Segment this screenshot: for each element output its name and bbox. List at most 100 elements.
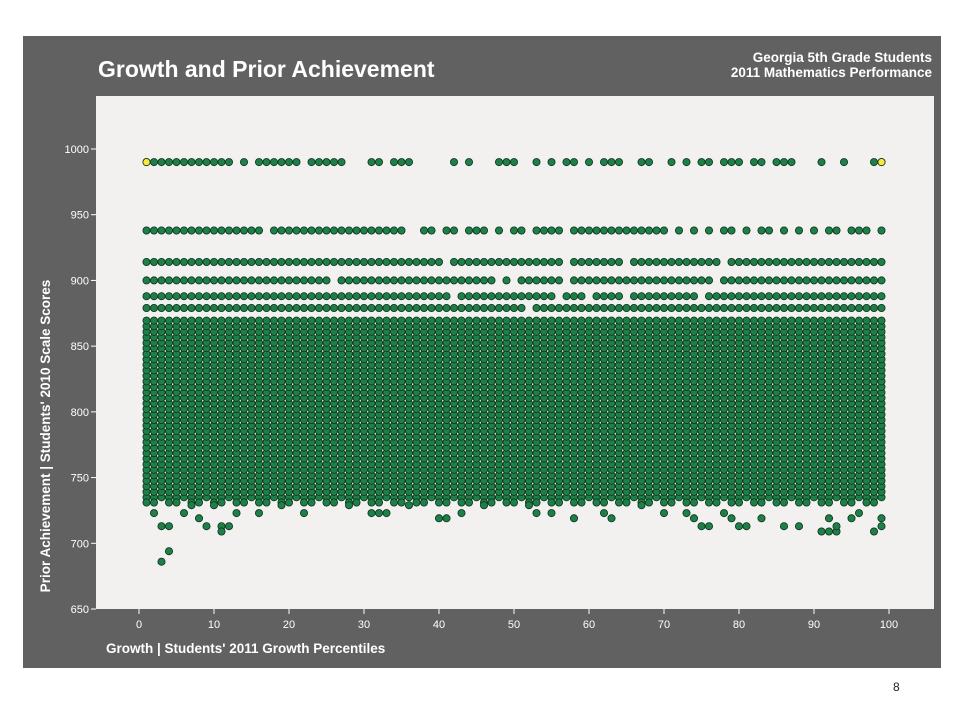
- data-point: [464, 498, 473, 507]
- data-point: [277, 316, 286, 325]
- data-point: [532, 292, 541, 301]
- data-point: [870, 316, 879, 325]
- data-point: [652, 276, 661, 285]
- data-point: [217, 276, 226, 285]
- data-point: [254, 276, 263, 285]
- data-point: [487, 303, 496, 312]
- data-point: [577, 226, 586, 235]
- data-point: [232, 303, 241, 312]
- data-point: [194, 158, 203, 167]
- data-point: [817, 276, 826, 285]
- outlier-point: [434, 514, 443, 523]
- outlier-point: [164, 522, 173, 531]
- data-point: [494, 226, 503, 235]
- data-point: [855, 257, 864, 266]
- data-point: [862, 257, 871, 266]
- outlier-point: [457, 509, 466, 518]
- data-point: [847, 226, 856, 235]
- data-point: [517, 226, 526, 235]
- data-point: [570, 276, 579, 285]
- data-point: [427, 292, 436, 301]
- data-point: [547, 303, 556, 312]
- data-point: [517, 276, 526, 285]
- data-point: [862, 498, 871, 507]
- data-point: [540, 276, 549, 285]
- data-point: [592, 292, 601, 301]
- data-point: [149, 226, 158, 235]
- data-point: [570, 316, 579, 325]
- data-point: [442, 498, 451, 507]
- data-point: [600, 226, 609, 235]
- data-point: [389, 226, 398, 235]
- data-point: [787, 158, 796, 167]
- data-point: [517, 303, 526, 312]
- data-point: [284, 226, 293, 235]
- data-point: [652, 292, 661, 301]
- outlier-point: [232, 509, 241, 518]
- data-point: [367, 276, 376, 285]
- data-point: [389, 257, 398, 266]
- outlier-point: [877, 514, 886, 523]
- outlier-point: [607, 514, 616, 523]
- data-point: [449, 303, 458, 312]
- data-point: [682, 316, 691, 325]
- data-point: [675, 316, 684, 325]
- data-point: [810, 316, 819, 325]
- data-point: [600, 316, 609, 325]
- data-point: [585, 303, 594, 312]
- data-point: [652, 257, 661, 266]
- data-point: [434, 303, 443, 312]
- data-point: [322, 498, 331, 507]
- data-point: [232, 292, 241, 301]
- data-point: [194, 226, 203, 235]
- data-point: [269, 257, 278, 266]
- data-point: [877, 257, 886, 266]
- outlier-point: [382, 509, 391, 518]
- data-point: [194, 498, 203, 507]
- data-point: [772, 292, 781, 301]
- data-point: [509, 316, 518, 325]
- data-point: [157, 226, 166, 235]
- data-point: [397, 226, 406, 235]
- data-point: [254, 303, 263, 312]
- data-point: [434, 498, 443, 507]
- data-point: [562, 316, 571, 325]
- data-point: [329, 303, 338, 312]
- data-point: [667, 257, 676, 266]
- data-point: [299, 292, 308, 301]
- data-point: [337, 316, 346, 325]
- data-point: [344, 226, 353, 235]
- data-point: [742, 226, 751, 235]
- data-point: [577, 292, 586, 301]
- data-point: [862, 276, 871, 285]
- data-point: [299, 316, 308, 325]
- data-point: [292, 276, 301, 285]
- data-point: [464, 226, 473, 235]
- data-point: [187, 226, 196, 235]
- data-point: [667, 276, 676, 285]
- data-point: [592, 316, 601, 325]
- data-point: [832, 257, 841, 266]
- data-point: [427, 257, 436, 266]
- data-point: [705, 303, 714, 312]
- data-point: [727, 292, 736, 301]
- data-point: [870, 498, 879, 507]
- data-point: [720, 158, 729, 167]
- data-point: [585, 276, 594, 285]
- data-point: [757, 498, 766, 507]
- data-point: [652, 226, 661, 235]
- data-point: [157, 276, 166, 285]
- data-point: [322, 292, 331, 301]
- data-point: [547, 498, 556, 507]
- data-point: [367, 316, 376, 325]
- data-point: [224, 226, 233, 235]
- data-point: [307, 292, 316, 301]
- data-point: [284, 276, 293, 285]
- data-point: [164, 158, 173, 167]
- data-point: [224, 292, 233, 301]
- data-point: [697, 316, 706, 325]
- data-point: [570, 158, 579, 167]
- data-point: [720, 303, 729, 312]
- outlier-point: [525, 501, 534, 510]
- data-point: [202, 158, 211, 167]
